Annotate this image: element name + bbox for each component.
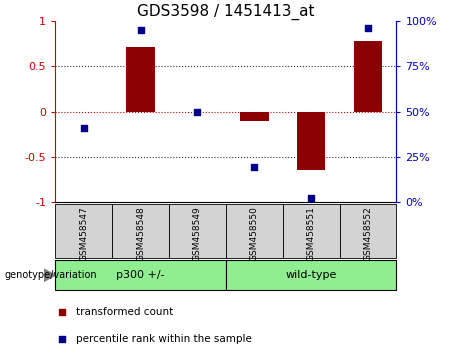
Point (364, 25, 372, 31)
Text: genotype/variation: genotype/variation (5, 270, 97, 280)
FancyBboxPatch shape (55, 260, 226, 290)
Title: GDS3598 / 1451413_at: GDS3598 / 1451413_at (137, 4, 315, 20)
Text: GSM458551: GSM458551 (307, 206, 316, 261)
Point (137, 28, 144, 33)
Polygon shape (44, 269, 55, 281)
FancyBboxPatch shape (340, 204, 396, 258)
Text: wild-type: wild-type (285, 270, 337, 280)
Text: GSM458549: GSM458549 (193, 206, 202, 261)
Point (59, 337, 66, 342)
Bar (297, 112, 325, 170)
Text: GSM458547: GSM458547 (79, 206, 88, 261)
Text: GSM458552: GSM458552 (364, 206, 372, 261)
Point (59, 309, 66, 315)
Point (194, 109, 201, 114)
Point (307, 195, 315, 201)
FancyBboxPatch shape (226, 260, 396, 290)
Point (251, 165, 258, 170)
FancyBboxPatch shape (226, 204, 283, 258)
FancyBboxPatch shape (55, 204, 112, 258)
Bar (354, 41, 382, 112)
FancyBboxPatch shape (169, 204, 226, 258)
Point (80, 125, 88, 131)
FancyBboxPatch shape (112, 204, 169, 258)
Text: GSM458548: GSM458548 (136, 206, 145, 261)
FancyBboxPatch shape (283, 204, 340, 258)
Text: GSM458550: GSM458550 (250, 206, 259, 261)
Bar (240, 112, 268, 120)
Text: percentile rank within the sample: percentile rank within the sample (76, 335, 252, 344)
Text: transformed count: transformed count (76, 307, 173, 318)
Bar (126, 46, 155, 112)
Text: p300 +/-: p300 +/- (116, 270, 165, 280)
